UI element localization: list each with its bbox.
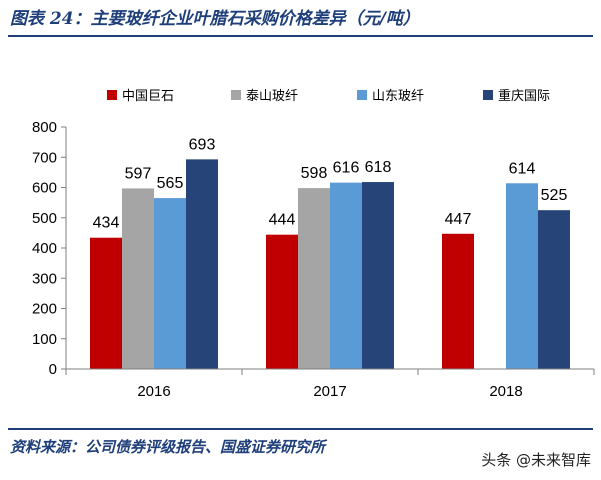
bar-chart: 中国巨石 泰山玻纤 山东玻纤 重庆国际 0 100 200 300 400 500 600 700 8… <box>32 88 595 400</box>
source-rule <box>8 428 593 430</box>
bar-1-3 <box>362 182 394 369</box>
data-label-1-1: 598 <box>301 165 328 182</box>
y-tick-label-7: 700 <box>32 149 57 166</box>
data-label-0-3: 693 <box>189 136 216 153</box>
bar-1-0 <box>266 234 298 369</box>
data-label-2-0: 447 <box>445 211 472 228</box>
chart-legend: 中国巨石 泰山玻纤 山东玻纤 重庆国际 <box>107 88 550 104</box>
y-tick-label-5: 500 <box>32 210 57 227</box>
x-axis: 2016 2017 2018 <box>65 368 595 400</box>
data-label-1-2: 616 <box>333 160 360 177</box>
data-label-0-0: 434 <box>93 215 120 232</box>
y-tick-label-4: 400 <box>32 240 57 257</box>
data-label-1-3: 618 <box>365 159 392 176</box>
bar-0-0 <box>90 237 122 369</box>
y-tick-label-6: 600 <box>32 180 57 197</box>
data-label-0-1: 597 <box>125 165 152 182</box>
legend-swatch-1 <box>231 90 241 100</box>
bar-0-3 <box>186 159 218 369</box>
y-axis: 0 100 200 300 400 500 600 700 800 <box>32 119 67 378</box>
bar-2-2 <box>506 183 538 369</box>
data-label-0-2: 565 <box>157 175 184 192</box>
legend-label-3: 重庆国际 <box>498 88 550 104</box>
legend-swatch-2 <box>357 90 367 100</box>
bar-0-2 <box>154 198 186 369</box>
figure-title: 图表 24：主要玻纤企业叶腊石采购价格差异（元/吨） <box>10 9 420 29</box>
bar-2-3 <box>538 210 570 369</box>
data-label-1-0: 444 <box>269 212 296 229</box>
x-tick-label-1: 2017 <box>313 383 346 400</box>
data-labels: 434 597 565 693 444 598 616 618 447 614 525 <box>93 136 568 231</box>
data-label-2-2: 614 <box>509 160 536 177</box>
legend-swatch-3 <box>483 90 493 100</box>
data-label-2-3: 525 <box>541 187 568 204</box>
x-tick-label-0: 2016 <box>137 383 170 400</box>
bar-1-1 <box>298 188 330 369</box>
legend-swatch-0 <box>107 90 117 100</box>
chart-bars <box>90 159 570 369</box>
y-tick-label-2: 200 <box>32 301 57 318</box>
y-tick-label-8: 800 <box>32 119 57 136</box>
legend-label-1: 泰山玻纤 <box>246 89 298 104</box>
bar-1-2 <box>330 182 362 369</box>
bar-2-0 <box>442 233 474 369</box>
legend-label-0: 中国巨石 <box>122 89 174 104</box>
y-tick-label-0: 0 <box>49 361 57 378</box>
x-tick-label-2: 2018 <box>489 383 522 400</box>
title-rule <box>8 35 593 37</box>
y-tick-label-3: 300 <box>32 270 57 287</box>
figure-source: 资料来源：公司债券评级报告、国盛证券研究所 <box>10 438 326 456</box>
y-tick-label-1: 100 <box>32 331 57 348</box>
watermark-text: 头条 @未来智库 <box>481 451 591 469</box>
bar-0-1 <box>122 188 154 369</box>
legend-label-2: 山东玻纤 <box>372 89 424 104</box>
